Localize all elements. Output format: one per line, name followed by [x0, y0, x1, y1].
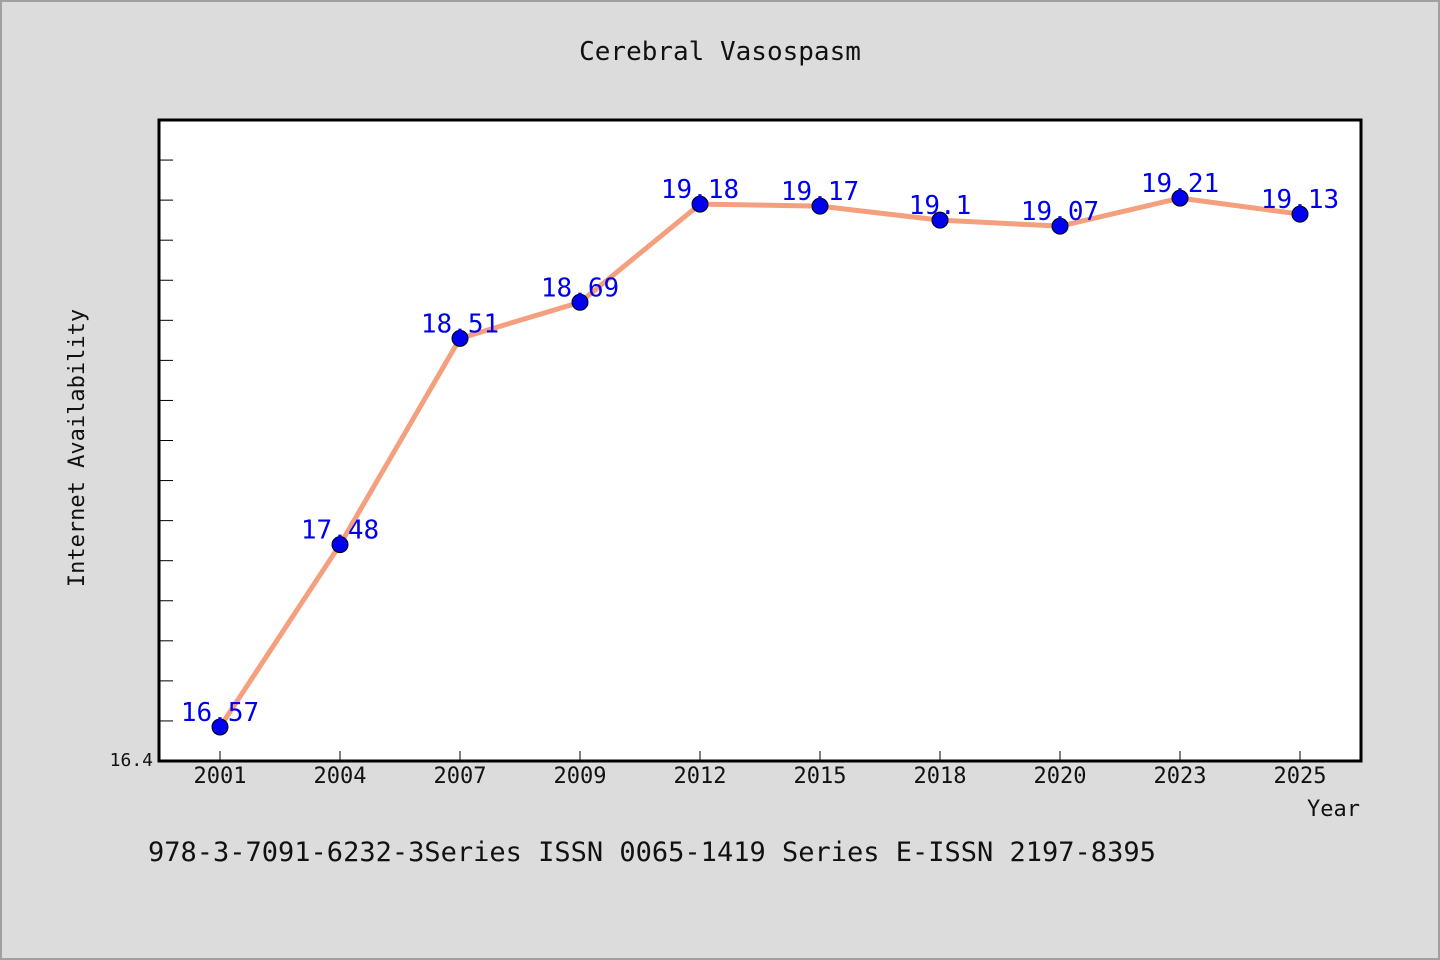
data-label: 19.17 [781, 177, 859, 207]
x-axis-tick-labels: 2001 2004 2007 2009 2012 2015 2018 2020 2023 2025 [194, 764, 1327, 789]
x-tick-label: 2020 [1034, 764, 1087, 789]
data-point [331, 536, 349, 554]
data-label: 19.13 [1261, 185, 1339, 215]
data-point [691, 195, 709, 213]
chart-title: Cerebral Vasospasm [579, 37, 861, 67]
plot-area [157, 118, 1363, 763]
x-tick-label: 2025 [1274, 764, 1327, 789]
series-line-group [217, 195, 1303, 730]
data-point [1171, 189, 1189, 207]
x-tick-label: 2009 [554, 764, 607, 789]
data-labels: 16.57 17.48 18.51 18.69 19.18 19.17 19.1 19.07 1… [181, 169, 1339, 728]
x-tick-label: 2012 [674, 764, 727, 789]
x-tick-label: 2015 [794, 764, 847, 789]
series-markers [211, 189, 1309, 736]
data-label: 18.51 [421, 309, 499, 339]
y-axis-label: Internet Availability [65, 309, 90, 587]
x-tick-label: 2018 [914, 764, 967, 789]
data-point [211, 718, 229, 736]
x-tick-label: 2007 [434, 764, 487, 789]
data-label: 18.69 [541, 273, 619, 303]
x-axis-ticks [219, 751, 1301, 761]
series-line [217, 195, 1303, 730]
x-tick-label: 2004 [314, 764, 367, 789]
data-point [451, 329, 469, 347]
data-label: 19.07 [1021, 197, 1099, 227]
footer-text: 978-3-7091-6232-3Series ISSN 0065-1419 S… [148, 837, 1156, 868]
data-point [1291, 205, 1309, 223]
data-point [931, 211, 949, 229]
data-label: 16.57 [181, 698, 259, 728]
x-tick-label: 2001 [194, 764, 247, 789]
y-axis-ticks [159, 119, 173, 762]
data-label: 19.18 [661, 175, 739, 205]
x-tick-label: 2023 [1154, 764, 1207, 789]
data-label: 19.1 [909, 191, 972, 221]
data-label: 17.48 [301, 516, 379, 546]
x-axis-label: Year [1307, 797, 1360, 822]
data-point [811, 197, 829, 215]
data-label: 19.21 [1141, 169, 1219, 199]
data-point [1051, 217, 1069, 235]
data-point [571, 293, 589, 311]
y-axis-min-label: 16.4 [110, 750, 153, 771]
